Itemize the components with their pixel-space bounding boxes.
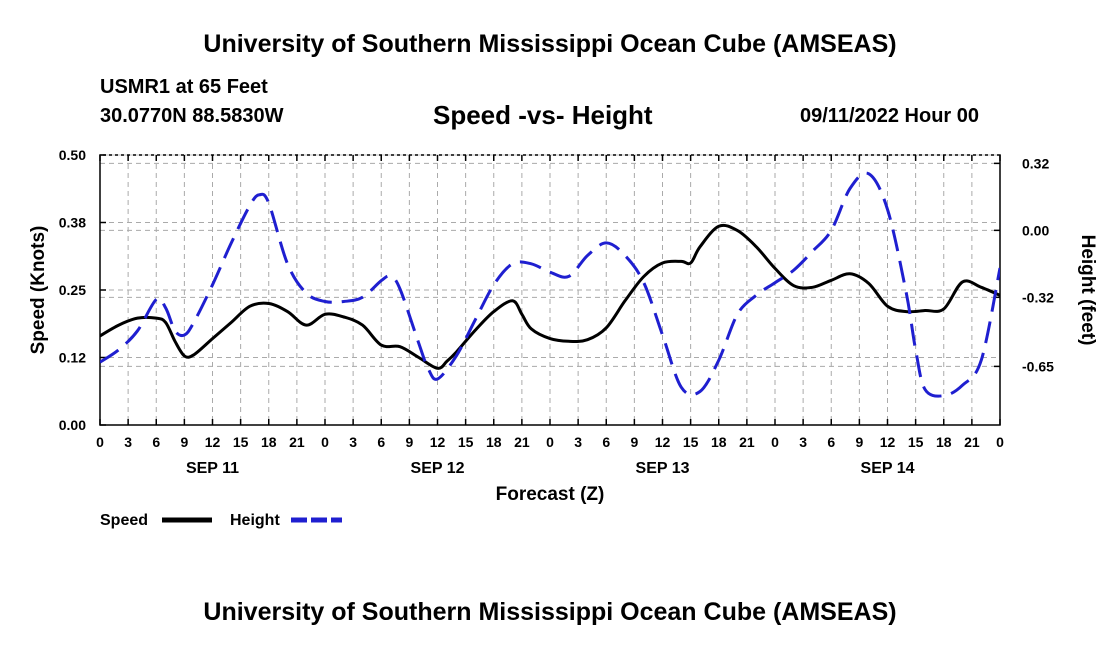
x-tick-label: 12 xyxy=(655,434,671,450)
y-tick-label: 0.50 xyxy=(59,147,86,163)
series-line-speed xyxy=(100,223,1000,370)
x-tick-label: 6 xyxy=(377,434,385,450)
grid-lines xyxy=(99,154,1001,426)
legend-label-speed: Speed xyxy=(100,512,148,529)
x-axis-ticks: 0 3 6 9 12 15 18 21 0 3 6 9 12 15 18 21 0 3 6 9 12 15 18 21 0 3 6 9… xyxy=(96,155,1004,450)
x-tick-label: 12 xyxy=(880,434,896,450)
x-tick-label: 9 xyxy=(405,434,413,450)
coordinates-label: 30.0770N 88.5830W xyxy=(100,105,284,127)
y2-tick-label: 0.32 xyxy=(1022,155,1049,171)
station-label: USMR1 at 65 Feet xyxy=(100,76,268,98)
x-tick-label: 3 xyxy=(799,434,807,450)
x-tick-label: 15 xyxy=(683,434,699,450)
x-tick-label: 9 xyxy=(180,434,188,450)
y-axis-ticks: 0.00 0.12 0.25 0.38 0.50 xyxy=(59,147,106,433)
x-tick-label: 0 xyxy=(321,434,329,450)
x-tick-label: 12 xyxy=(430,434,446,450)
x-tick-label: 18 xyxy=(711,434,727,450)
y2-axis-ticks: 0.32 0.00 -0.32 -0.65 xyxy=(994,155,1054,374)
series-line-height xyxy=(100,171,1000,398)
y2-tick-label: -0.65 xyxy=(1022,358,1054,374)
y2-axis-title: Height (feet) xyxy=(1077,235,1098,346)
main-title: University of Southern Mississippi Ocean… xyxy=(203,30,897,58)
x-tick-label: 18 xyxy=(261,434,277,450)
y-tick-label: 0.00 xyxy=(59,417,86,433)
y-tick-label: 0.38 xyxy=(59,215,86,231)
forecast-datetime: 09/11/2022 Hour 00 xyxy=(800,105,980,127)
x-tick-label: 15 xyxy=(233,434,249,450)
x-tick-label: 6 xyxy=(152,434,160,450)
x-tick-label: 21 xyxy=(739,434,755,450)
x-tick-label: 18 xyxy=(936,434,952,450)
x-day-label: SEP 14 xyxy=(861,460,915,477)
x-tick-label: 6 xyxy=(827,434,835,450)
footer-title: University of Southern Mississippi Ocean… xyxy=(203,598,897,626)
x-tick-label: 18 xyxy=(486,434,502,450)
y-tick-label: 0.25 xyxy=(59,282,86,298)
x-tick-label: 15 xyxy=(908,434,924,450)
x-tick-label: 3 xyxy=(349,434,357,450)
y2-tick-label: -0.32 xyxy=(1022,289,1054,305)
x-tick-label: 9 xyxy=(630,434,638,450)
x-tick-label: 0 xyxy=(996,434,1004,450)
legend: Speed Height xyxy=(100,512,342,529)
x-tick-label: 21 xyxy=(964,434,980,450)
x-tick-label: 21 xyxy=(289,434,305,450)
x-tick-label: 6 xyxy=(602,434,610,450)
x-tick-label: 0 xyxy=(546,434,554,450)
chart-title: Speed -vs- Height xyxy=(433,100,653,130)
x-tick-label: 15 xyxy=(458,434,474,450)
x-tick-label: 12 xyxy=(205,434,221,450)
x-tick-label: 3 xyxy=(574,434,582,450)
x-day-label: SEP 12 xyxy=(411,460,465,477)
speed-height-chart: 0 3 6 9 12 15 18 21 0 3 6 9 12 15 18 21 0 3 6 9 12 15 18 21 0 3 6 9… xyxy=(28,147,1098,529)
y2-tick-label: 0.00 xyxy=(1022,222,1049,238)
x-day-label: SEP 13 xyxy=(636,460,690,477)
x-axis-title: Forecast (Z) xyxy=(496,484,605,505)
x-tick-label: 0 xyxy=(771,434,779,450)
x-tick-label: 21 xyxy=(514,434,530,450)
x-tick-label: 0 xyxy=(96,434,104,450)
x-day-label: SEP 11 xyxy=(186,460,239,477)
x-tick-label: 9 xyxy=(855,434,863,450)
y-axis-title: Speed (Knots) xyxy=(28,226,49,355)
legend-label-height: Height xyxy=(230,512,280,529)
y-tick-label: 0.12 xyxy=(59,350,86,366)
x-tick-label: 3 xyxy=(124,434,132,450)
